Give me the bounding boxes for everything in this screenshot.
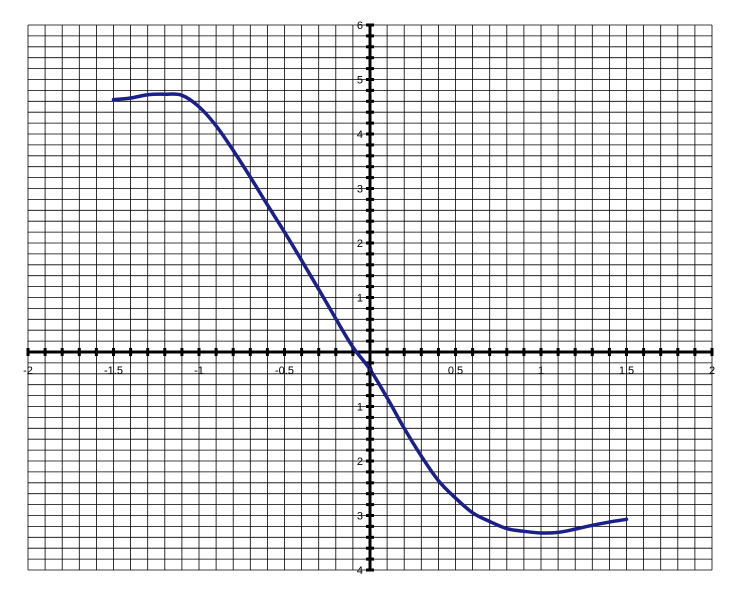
y-tick-label: 1 <box>357 402 363 414</box>
y-tick-label: 3 <box>357 511 363 523</box>
y-tick-label: 5 <box>357 75 363 87</box>
y-tick-label: 4 <box>357 129 363 141</box>
y-tick-label: 3 <box>357 184 363 196</box>
x-tick-label: -1 <box>194 365 204 377</box>
tick-labels: -2 -1.5 -1 -0.5 0 0.5 1 1.5 2 6 5 4 3 2 1 1 2 3 4 <box>23 20 715 577</box>
x-tick-label: 0.5 <box>448 365 463 377</box>
y-tick-label: 6 <box>357 20 363 32</box>
axes <box>26 23 714 572</box>
x-tick-label: 1 <box>538 365 544 377</box>
curve <box>111 92 629 535</box>
x-tick-label: -0.5 <box>275 365 294 377</box>
x-tick-label: 0 <box>367 365 373 377</box>
x-tick-label: 1.5 <box>619 365 634 377</box>
series-line <box>111 92 629 535</box>
x-tick-label: -2 <box>23 365 33 377</box>
x-tick-label: -1.5 <box>104 365 123 377</box>
x-tick-label: 2 <box>709 365 715 377</box>
y-tick-label: 1 <box>357 293 363 305</box>
y-tick-label: 2 <box>357 238 363 250</box>
y-tick-label: 4 <box>357 565 363 577</box>
y-tick-label: 2 <box>357 456 363 468</box>
